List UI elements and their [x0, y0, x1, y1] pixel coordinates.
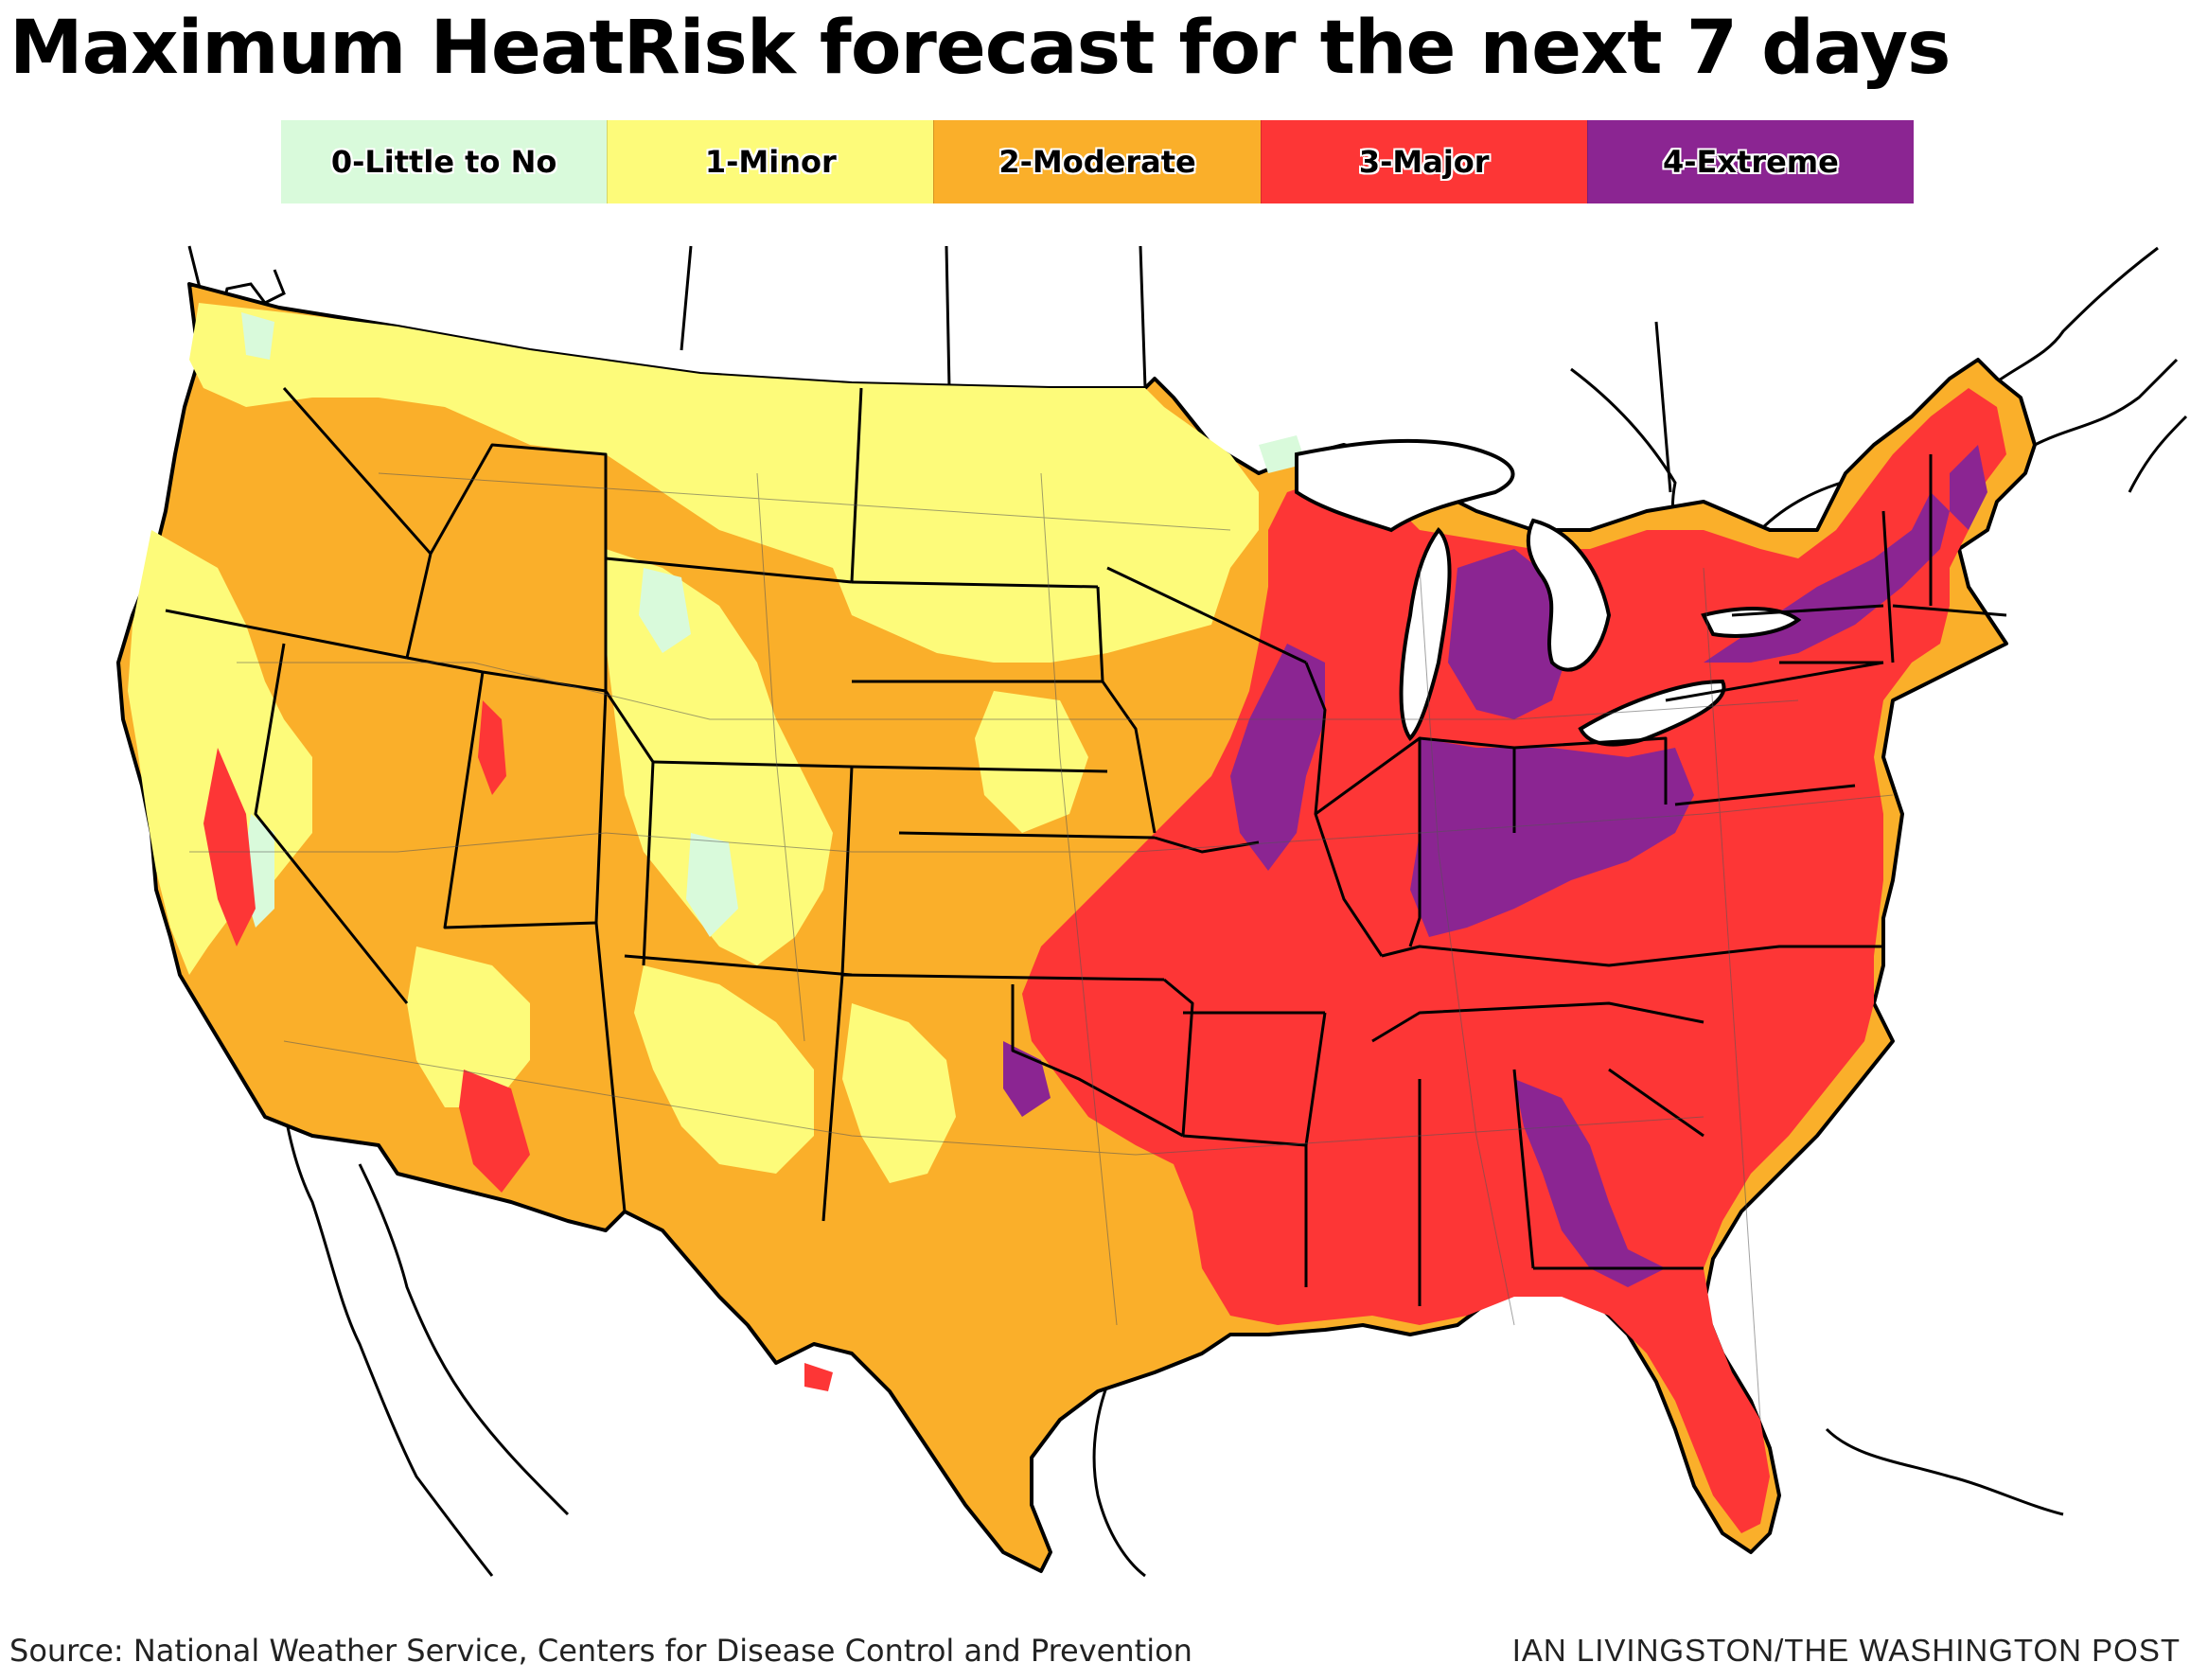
legend-item-major: 3-Major: [1260, 120, 1587, 203]
us-heatrisk-map: [116, 245, 2188, 1578]
state-borders: [165, 387, 2007, 1306]
little-to-no-regions: [241, 312, 1306, 937]
legend-item-minor: 1-Minor: [607, 120, 934, 203]
legend-label: 4-Extreme: [1662, 144, 1839, 180]
legend-label: 0-Little to No: [330, 144, 557, 180]
legend-item-extreme: 4-Extreme: [1586, 120, 1915, 203]
extreme-regions: [1003, 445, 1987, 1287]
legend-label: 2-Moderate: [998, 144, 1196, 180]
map-title: Maximum HeatRisk forecast for the next 7…: [9, 6, 1951, 91]
major-regions: [203, 388, 2006, 1533]
legend-item-moderate: 2-Moderate: [933, 120, 1261, 203]
heatrisk-legend: 0-Little to No 1-Minor 2-Moderate 3-Majo…: [281, 120, 1915, 203]
great-lakes: [1295, 438, 1802, 747]
legend-label: 3-Major: [1358, 144, 1490, 180]
legend-label: 1-Minor: [704, 144, 837, 180]
highways: [189, 472, 1894, 1421]
legend-item-little-to-no: 0-Little to No: [281, 120, 608, 203]
source-note: Source: National Weather Service, Center…: [9, 1633, 1192, 1669]
credit-line: IAN LIVINGSTON/THE WASHINGTON POST: [1511, 1633, 2181, 1668]
